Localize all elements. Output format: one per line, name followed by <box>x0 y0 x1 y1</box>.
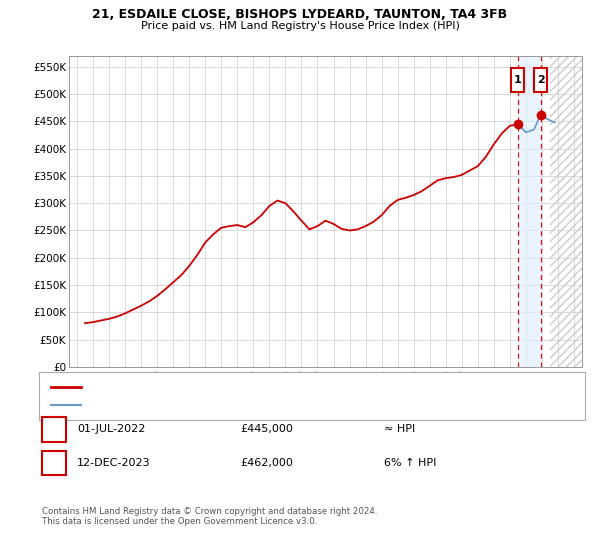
Text: 6% ↑ HPI: 6% ↑ HPI <box>384 458 436 468</box>
Text: 01-JUL-2022: 01-JUL-2022 <box>77 424 145 434</box>
Text: 21, ESDAILE CLOSE, BISHOPS LYDEARD, TAUNTON, TA4 3FB: 21, ESDAILE CLOSE, BISHOPS LYDEARD, TAUN… <box>92 8 508 21</box>
Bar <box>518 56 541 367</box>
FancyBboxPatch shape <box>534 68 547 92</box>
Text: ≈ HPI: ≈ HPI <box>384 424 415 434</box>
Text: 21, ESDAILE CLOSE, BISHOPS LYDEARD, TAUNTON, TA4 3FB (detached house): 21, ESDAILE CLOSE, BISHOPS LYDEARD, TAUN… <box>85 382 472 392</box>
Text: 1: 1 <box>50 422 58 436</box>
Text: £445,000: £445,000 <box>240 424 293 434</box>
FancyBboxPatch shape <box>511 68 524 92</box>
Bar <box>550 56 582 367</box>
Text: Contains HM Land Registry data © Crown copyright and database right 2024.
This d: Contains HM Land Registry data © Crown c… <box>42 507 377 526</box>
Text: 2: 2 <box>50 456 58 469</box>
Text: 12-DEC-2023: 12-DEC-2023 <box>77 458 151 468</box>
Text: HPI: Average price, detached house, Somerset: HPI: Average price, detached house, Some… <box>85 400 317 410</box>
Text: £462,000: £462,000 <box>240 458 293 468</box>
Text: 2: 2 <box>537 75 545 85</box>
Text: 1: 1 <box>514 75 522 85</box>
Text: Price paid vs. HM Land Registry's House Price Index (HPI): Price paid vs. HM Land Registry's House … <box>140 21 460 31</box>
